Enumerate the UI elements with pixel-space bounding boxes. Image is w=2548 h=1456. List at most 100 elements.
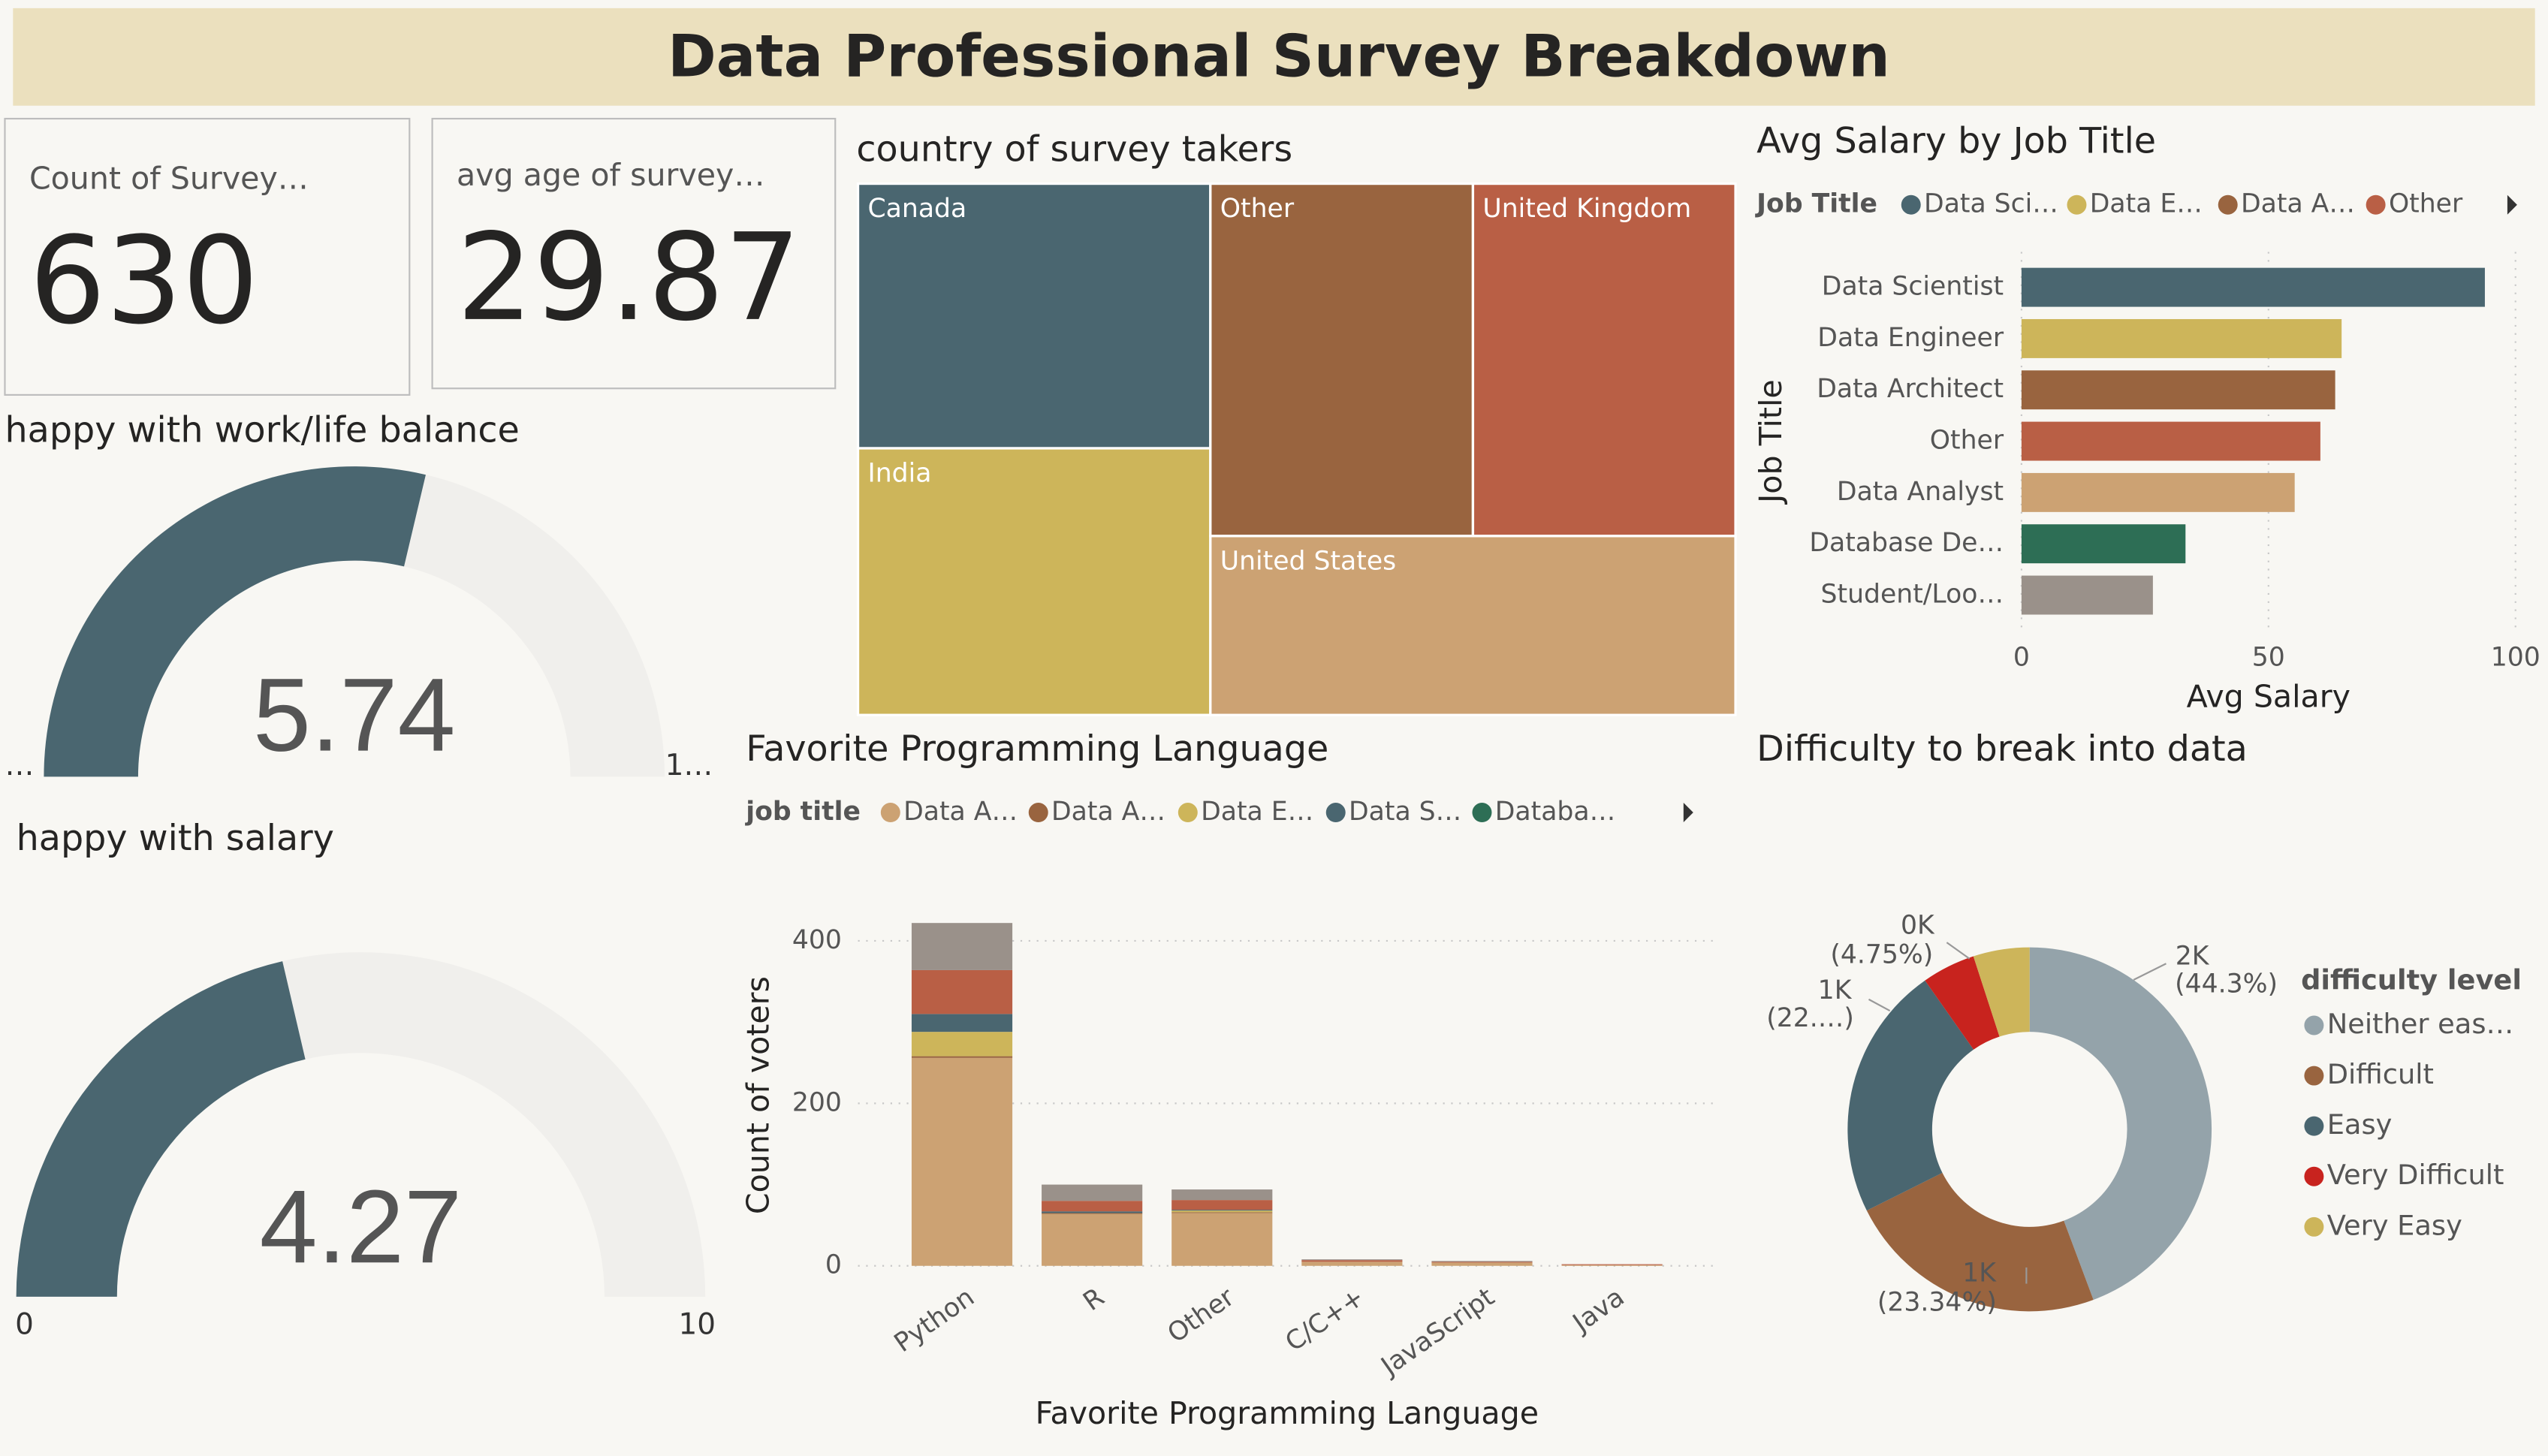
card-frame (4, 117, 411, 396)
legend-marker (1901, 194, 1921, 215)
treemap-cell (1209, 182, 1475, 538)
y-axis-title: Job Title (1753, 379, 1789, 505)
donut-slice (1973, 947, 2030, 1037)
card-value: 630 (29, 210, 259, 351)
treemap-cell (1471, 182, 1737, 538)
legend-label: Very Difficult (2327, 1159, 2504, 1191)
donut-slice (1847, 980, 1974, 1211)
y-tick-label: Data Analyst (1837, 477, 2004, 507)
gauge-value: 4.27 (260, 1169, 463, 1285)
treemap-label: India (868, 459, 932, 489)
legend-marker (1178, 803, 1198, 823)
legend-title: job title (744, 797, 861, 827)
chart-title: Favorite Programming Language (746, 728, 1328, 770)
donut-slice (2029, 947, 2212, 1300)
y-tick-label: 200 (792, 1087, 842, 1117)
legend-marker (880, 803, 900, 823)
gauge-title: happy with salary (17, 818, 334, 859)
legend-marker (2304, 1216, 2324, 1237)
bar-segment (1171, 1212, 1273, 1213)
bar (2021, 318, 2342, 358)
x-tick-label: 100 (2491, 642, 2540, 672)
bar-segment (911, 969, 1013, 1014)
legend-label: Other (2389, 189, 2463, 219)
x-axis-title: Favorite Programming Language (1036, 1395, 1539, 1431)
bar (2021, 472, 2295, 512)
bar-segment (1171, 1213, 1273, 1266)
leader-line (1946, 942, 1971, 960)
gauge-value: 5.74 (253, 658, 456, 773)
legend-label: Data E… (2090, 189, 2203, 219)
card-label: avg age of survey… (457, 157, 764, 193)
gauge-title: happy with work/life balance (5, 410, 519, 451)
legend-label: Very Easy (2327, 1209, 2462, 1241)
card-frame (431, 117, 837, 390)
legend-marker (1325, 803, 1346, 823)
card-value: 29.87 (457, 207, 801, 348)
bar-segment (1301, 1260, 1403, 1262)
y-tick-label: Student/Loo… (1821, 580, 2004, 610)
bar-segment (911, 1014, 1013, 1032)
bar-segment (1301, 1259, 1403, 1261)
bar-segment (1171, 1189, 1273, 1201)
treemap-cell (1209, 535, 1737, 716)
bar-segment (1042, 1213, 1143, 1266)
data-label-count: 0K (1901, 910, 1935, 940)
gauge-range-label: … (5, 749, 34, 782)
legend-label: Easy (2327, 1108, 2393, 1141)
legend-title: difficulty level (2301, 964, 2522, 996)
treemap-label: United States (1220, 546, 1396, 576)
data-label-count: 1K (1962, 1259, 1997, 1289)
bar-segment (911, 923, 1013, 970)
bar-segment (1171, 1200, 1273, 1210)
donut-slice (1925, 956, 2000, 1050)
data-label: (23.34%) (1877, 1288, 1997, 1318)
legend-label: Data S… (1349, 797, 1461, 827)
card-label: Count of Survey… (29, 160, 309, 196)
bar-segment (1171, 1210, 1273, 1213)
y-tick-label: 400 (792, 925, 842, 955)
y-tick-label: Data Architect (1817, 374, 2004, 404)
legend-label: Data Sci… (1924, 189, 2058, 219)
title-banner (13, 8, 2535, 106)
legend-scroll-arrow[interactable] (2507, 194, 2517, 215)
bar-segment (911, 1032, 1013, 1057)
leader-line (2133, 963, 2167, 981)
gauge-fill (44, 466, 426, 777)
y-axis-title: Count of voters (740, 976, 776, 1214)
legend-marker (1472, 803, 1492, 823)
legend-marker (2218, 194, 2238, 215)
legend-scroll-arrow[interactable] (1683, 803, 1693, 823)
leader-line (1868, 998, 1891, 1011)
bar-segment (1042, 1201, 1143, 1212)
treemap-label: Other (1220, 194, 1295, 224)
legend-marker (2304, 1166, 2324, 1186)
bar-segment (911, 1056, 1013, 1058)
treemap-label: United Kingdom (1482, 194, 1691, 224)
data-label: (4.75%) (1830, 939, 1933, 969)
gauge-range-label: 1… (665, 749, 713, 782)
y-tick-label: Data Scientist (1822, 272, 2004, 302)
legend-marker (2304, 1015, 2324, 1035)
legend-label: Data A… (2241, 189, 2355, 219)
bar (2021, 421, 2320, 461)
legend-marker (2304, 1066, 2324, 1086)
x-axis-title: Avg Salary (2187, 679, 2350, 715)
data-label: (22.…) (1766, 1003, 1854, 1033)
legend-marker (2366, 194, 2386, 215)
bar-segment (1042, 1211, 1143, 1213)
legend-label: Neither eas… (2327, 1008, 2514, 1040)
data-label-count: 2K (2176, 942, 2210, 972)
y-tick-label: Database De… (1809, 528, 2004, 558)
chart-title: country of survey takers (856, 128, 1292, 170)
bar (2021, 370, 2335, 410)
bar-segment (1301, 1262, 1403, 1266)
bar (2021, 524, 2186, 564)
data-label-count: 1K (1818, 975, 1853, 1005)
treemap-label: Canada (868, 194, 967, 224)
bar (2021, 575, 2153, 615)
bar-segment (1431, 1262, 1533, 1266)
donut-slice (1866, 1172, 2094, 1312)
